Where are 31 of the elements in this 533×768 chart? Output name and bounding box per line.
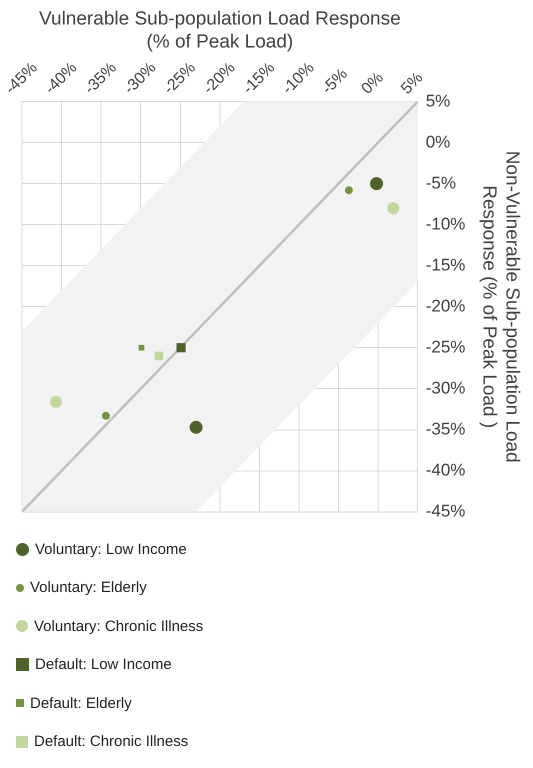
y-tick-label: 0% (426, 132, 450, 152)
x-tick-label: 5% (398, 69, 426, 98)
y-tick-label: -20% (426, 296, 466, 316)
point (102, 412, 110, 420)
y-tick-label: -10% (426, 214, 466, 234)
legend-label: Default: Elderly (30, 694, 132, 712)
x-tick-label: -5% (318, 66, 352, 98)
point (176, 343, 186, 352)
legend-label: Voluntary: Low Income (35, 540, 187, 558)
point (190, 420, 203, 434)
y-tick-label: -30% (426, 378, 466, 398)
point (50, 396, 62, 408)
point (344, 186, 353, 194)
legend-label: Voluntary: Elderly (30, 579, 147, 596)
legend-label: Default: Low Income (35, 656, 172, 674)
point (154, 352, 164, 360)
y-tick-label: -15% (426, 255, 466, 274)
point (387, 202, 400, 214)
legend-label: Voluntary: Chronic Illness (34, 618, 204, 635)
y-tick-label: -5% (426, 173, 456, 192)
x-tick-label: 0% (358, 69, 387, 98)
y-tick-label: 5% (426, 91, 450, 110)
point (370, 177, 384, 190)
y-tick-label: -40% (426, 460, 466, 480)
legend-label: Default: Chronic Illness (34, 733, 188, 750)
y-tick-label: -25% (426, 337, 466, 356)
point (138, 344, 144, 351)
y-tick-label: -45% (426, 501, 466, 520)
y-tick-label: -35% (426, 419, 466, 438)
x-axis-title: Vulnerable Sub-population Load Response (% of Peak Load) (39, 8, 401, 52)
y-axis-title: Non-Vulnerable Sub-population Load Response (% of Peak Load ) (478, 150, 522, 463)
